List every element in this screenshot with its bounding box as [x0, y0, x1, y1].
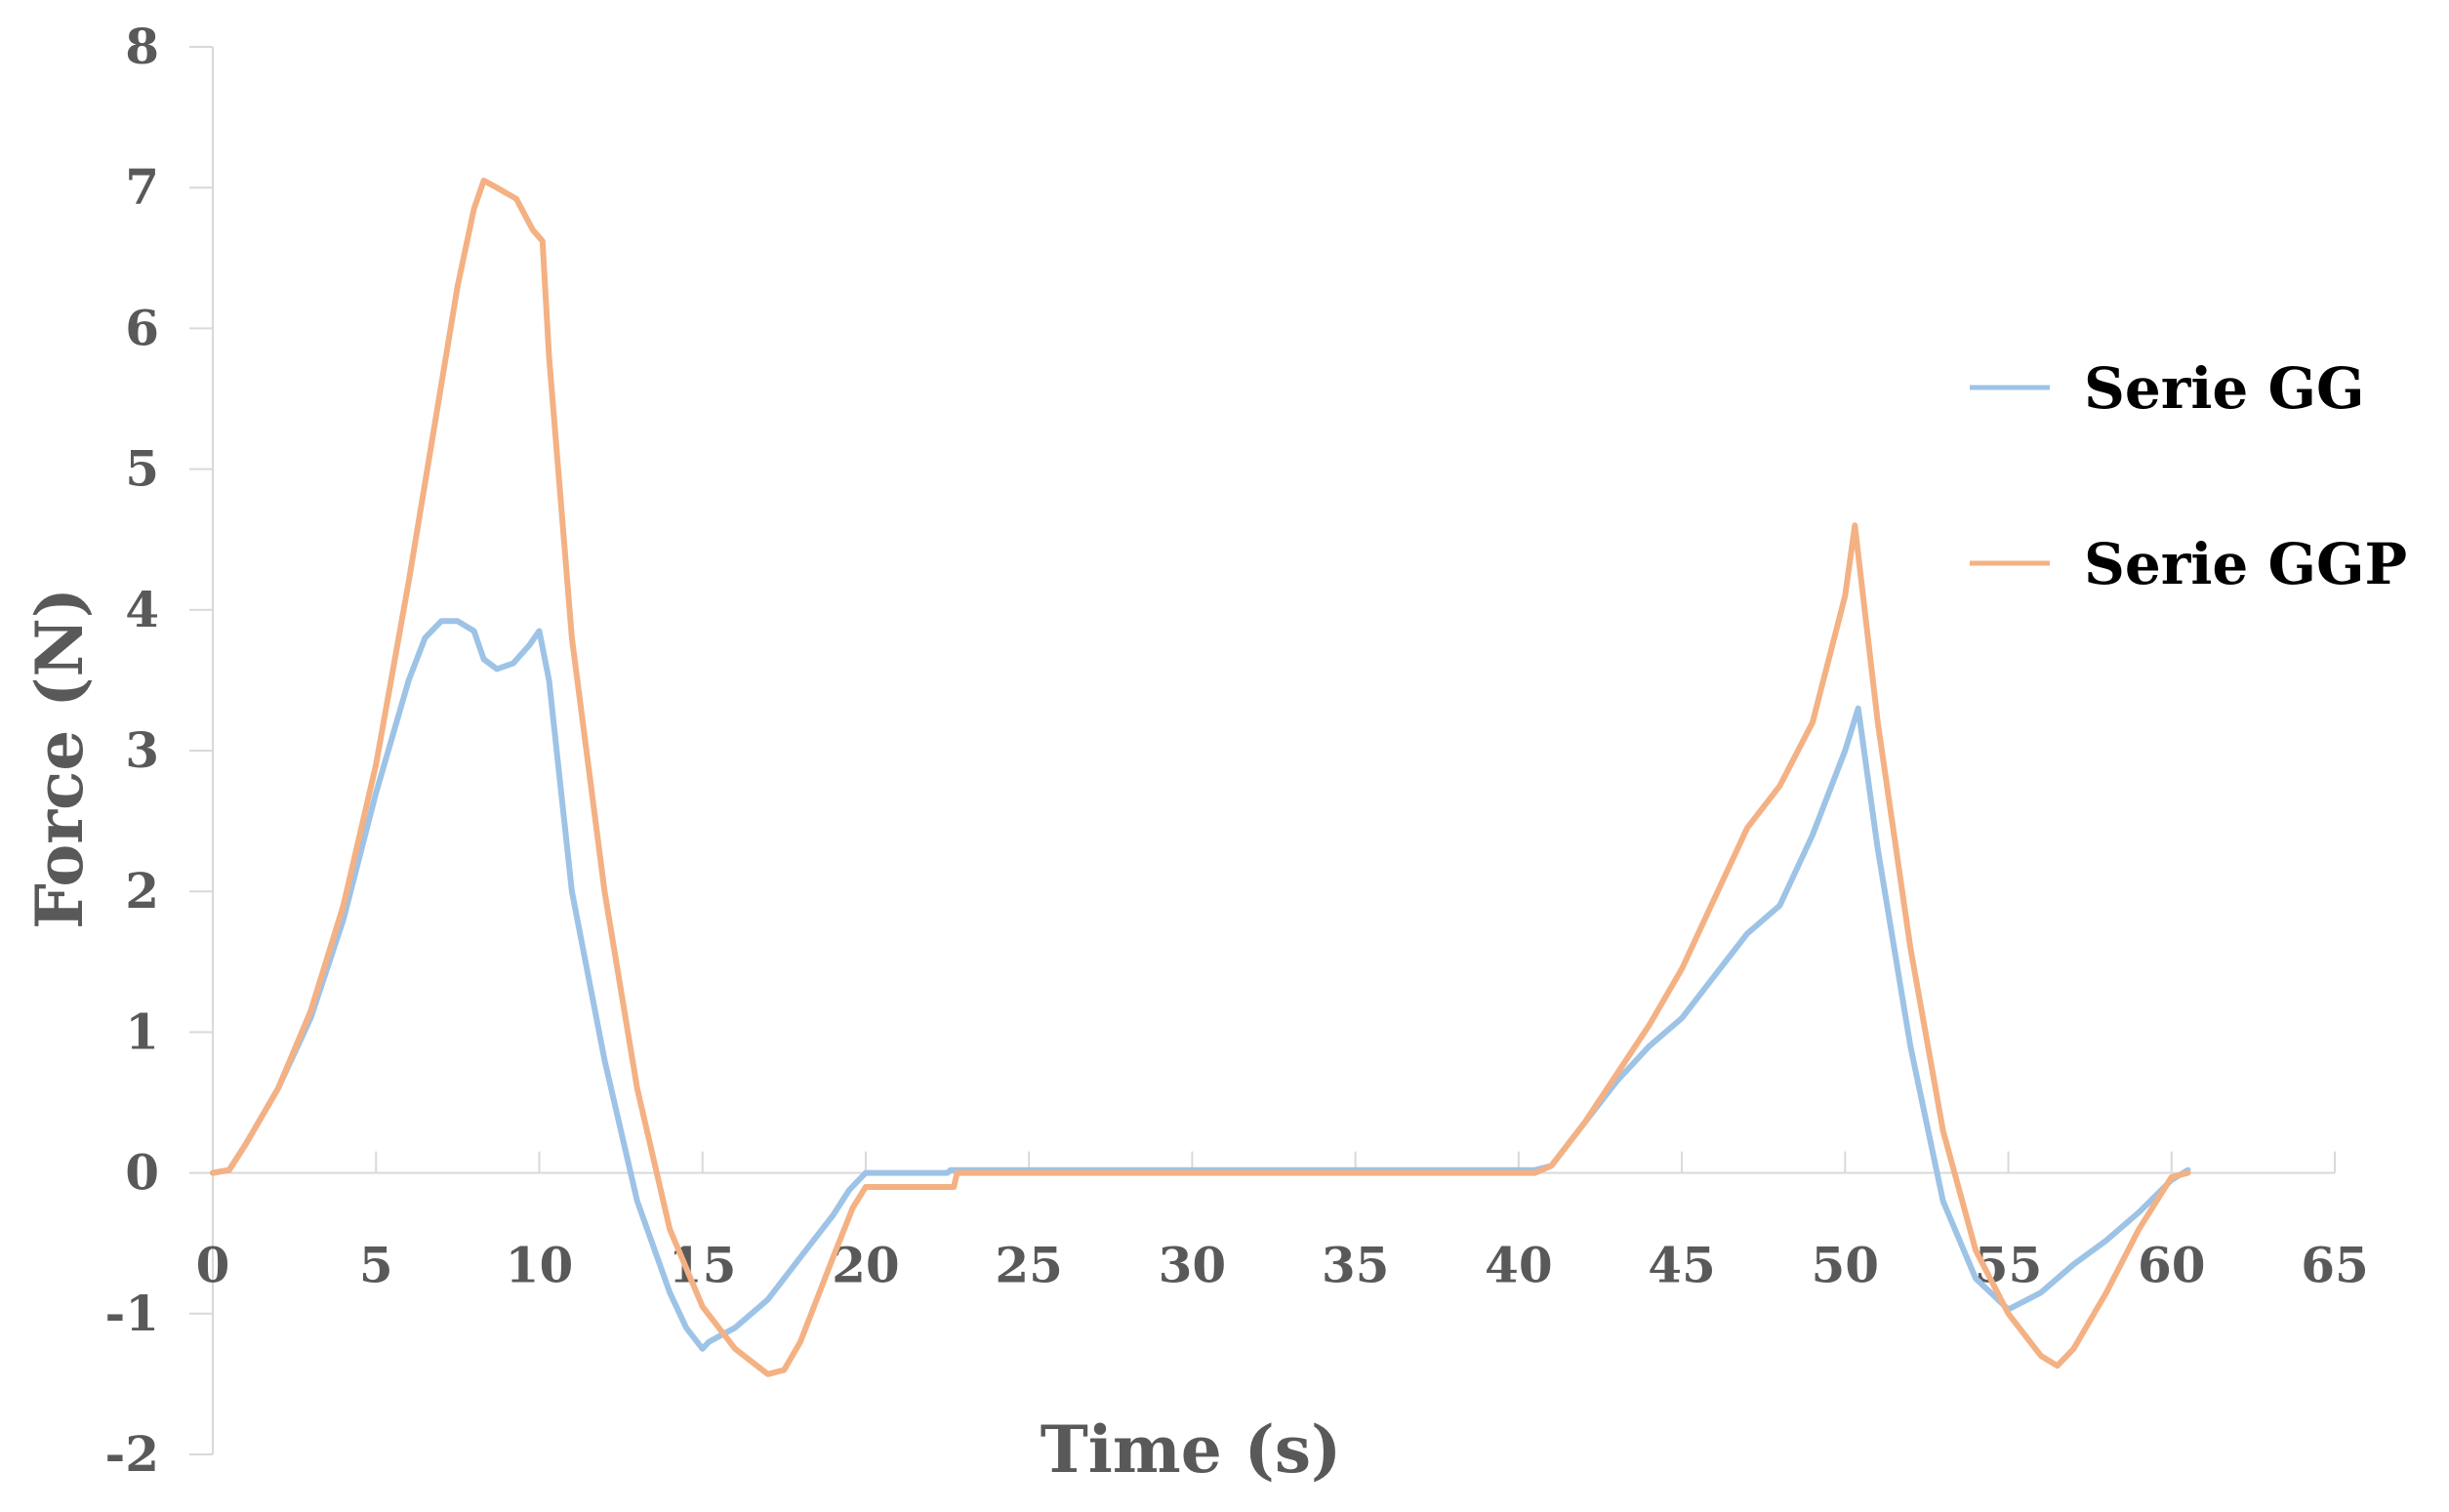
- y-tick-label: 6: [125, 299, 159, 356]
- x-tick-label: 20: [832, 1237, 900, 1294]
- y-tick-label: 2: [125, 862, 159, 919]
- x-tick-label: 30: [1159, 1237, 1227, 1294]
- x-tick-label: 45: [1648, 1237, 1716, 1294]
- legend-label-serie-gg: Serie GG: [2084, 355, 2365, 422]
- y-tick-label: 8: [125, 18, 159, 75]
- x-tick-label: 25: [995, 1237, 1063, 1294]
- y-tick-label: 0: [125, 1144, 159, 1202]
- y-tick-label: 1: [125, 1002, 159, 1060]
- series-layer: [210, 178, 2191, 1377]
- x-tick-label: 5: [359, 1237, 393, 1294]
- x-tick-label: 60: [2138, 1237, 2206, 1294]
- y-tick-label: 3: [125, 721, 159, 779]
- legend-label-serie-ggp: Serie GGP: [2084, 531, 2407, 597]
- x-tick-label: 10: [506, 1237, 574, 1294]
- x-tick-label: 65: [2301, 1237, 2369, 1294]
- x-tick-label: 0: [196, 1237, 230, 1294]
- y-tick-label: -2: [104, 1425, 159, 1483]
- x-tick-label: 40: [1485, 1237, 1553, 1294]
- series-line-serie-ggp: [210, 178, 2191, 1377]
- y-tick-label: 4: [125, 581, 159, 638]
- y-tick-label: 5: [125, 440, 159, 498]
- series-line-serie-gg: [210, 618, 2191, 1352]
- x-tick-label: 50: [1812, 1237, 1880, 1294]
- x-tick-label: 35: [1322, 1237, 1390, 1294]
- x-axis-title: Time (s): [1041, 1411, 1342, 1488]
- y-tick-label: -1: [104, 1285, 159, 1342]
- legend: Serie GG Serie GGP: [1970, 355, 2407, 597]
- y-axis: -2 -1 0 1 2 3 4 5 6 7 8: [104, 18, 214, 1483]
- y-axis-title: Force (N): [21, 588, 98, 929]
- y-tick-label: 7: [125, 158, 159, 216]
